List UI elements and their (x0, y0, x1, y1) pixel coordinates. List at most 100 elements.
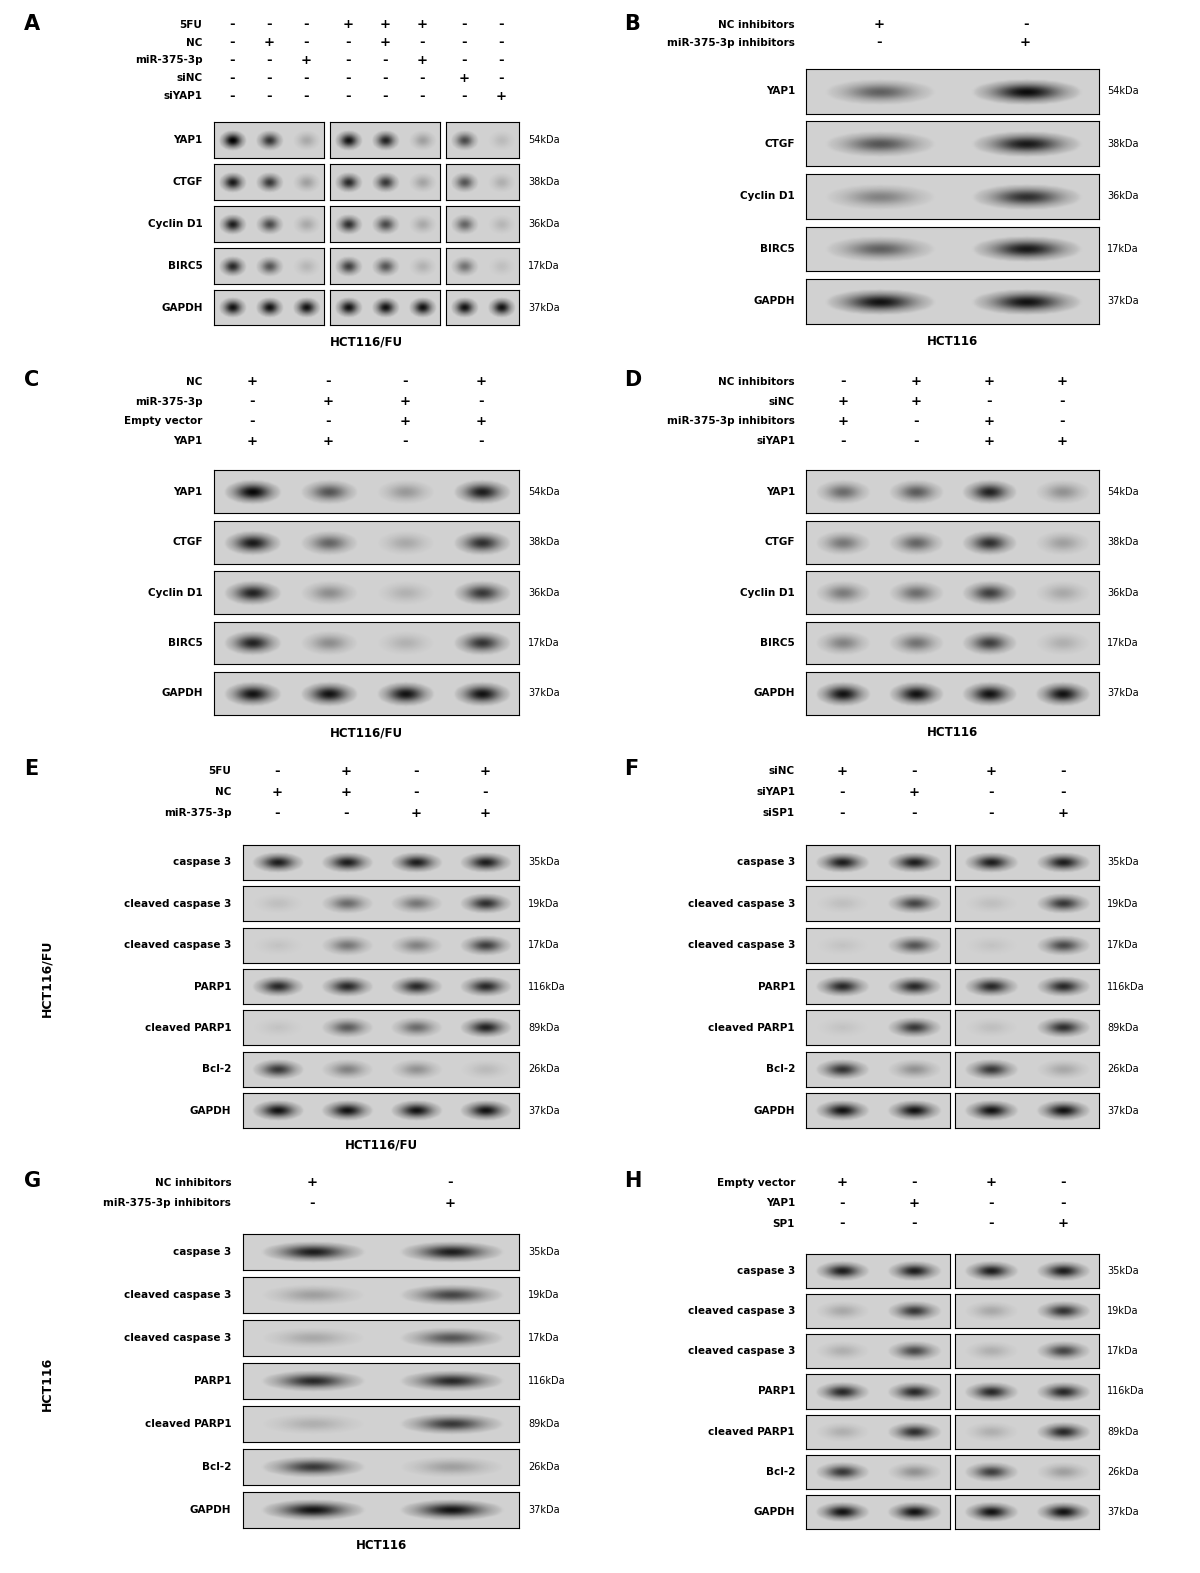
Text: PARP1: PARP1 (194, 982, 232, 991)
Text: cleaved caspase 3: cleaved caspase 3 (688, 1306, 796, 1317)
Text: -: - (346, 90, 352, 102)
Text: 37kDa: 37kDa (1108, 1106, 1139, 1115)
Text: -: - (250, 395, 256, 407)
Text: E: E (24, 760, 38, 779)
Text: +: + (306, 1177, 318, 1189)
Text: HCT116/FU: HCT116/FU (344, 1139, 418, 1151)
Text: cleaved caspase 3: cleaved caspase 3 (688, 898, 796, 909)
Text: G: G (24, 1170, 41, 1191)
Text: CTGF: CTGF (764, 138, 796, 149)
Text: +: + (874, 19, 884, 31)
Text: GAPDH: GAPDH (754, 296, 796, 307)
Text: +: + (475, 376, 487, 389)
Text: -: - (462, 90, 467, 102)
Text: +: + (984, 376, 995, 389)
Text: +: + (400, 395, 410, 407)
Text: +: + (247, 376, 258, 389)
Text: -: - (462, 19, 467, 31)
Text: -: - (266, 72, 272, 85)
Text: +: + (341, 764, 352, 777)
Text: -: - (343, 807, 349, 820)
Text: NC: NC (215, 788, 232, 798)
Text: GAPDH: GAPDH (190, 1505, 232, 1515)
Text: cleaved PARP1: cleaved PARP1 (145, 1419, 232, 1428)
Text: F: F (624, 760, 638, 779)
Text: caspase 3: caspase 3 (737, 1266, 796, 1276)
Text: CTGF: CTGF (764, 538, 796, 547)
Text: miR-375-3p: miR-375-3p (163, 809, 232, 818)
Text: CTGF: CTGF (172, 538, 203, 547)
Text: -: - (913, 415, 919, 428)
Text: +: + (272, 786, 283, 799)
Text: -: - (911, 764, 917, 777)
Text: PARP1: PARP1 (194, 1376, 232, 1386)
Text: caspase 3: caspase 3 (173, 1247, 232, 1257)
Text: -: - (266, 53, 272, 68)
Text: -: - (1022, 19, 1028, 31)
Text: -: - (989, 1197, 994, 1210)
Text: 36kDa: 36kDa (528, 219, 559, 230)
Text: +: + (379, 19, 390, 31)
Text: +: + (1057, 1218, 1068, 1230)
Text: +: + (458, 72, 469, 85)
Text: cleaved caspase 3: cleaved caspase 3 (124, 941, 232, 950)
Text: Bcl-2: Bcl-2 (766, 1466, 796, 1477)
Text: -: - (989, 807, 994, 820)
Text: cleaved PARP1: cleaved PARP1 (708, 1022, 796, 1033)
Text: +: + (341, 786, 352, 799)
Text: -: - (275, 764, 281, 777)
Text: 38kDa: 38kDa (528, 178, 559, 187)
Text: -: - (498, 53, 504, 68)
Text: PARP1: PARP1 (757, 1386, 796, 1397)
Text: miR-375-3p: miR-375-3p (134, 396, 203, 406)
Text: cleaved caspase 3: cleaved caspase 3 (124, 898, 232, 909)
Text: GAPDH: GAPDH (161, 689, 203, 698)
Text: -: - (462, 53, 467, 68)
Text: siSP1: siSP1 (763, 809, 796, 818)
Text: NC: NC (186, 38, 203, 47)
Text: Bcl-2: Bcl-2 (766, 1065, 796, 1074)
Text: +: + (410, 807, 421, 820)
Text: -: - (839, 1218, 845, 1230)
Text: 26kDa: 26kDa (528, 1065, 559, 1074)
Text: YAP1: YAP1 (173, 488, 203, 497)
Text: HCT116: HCT116 (355, 1538, 407, 1553)
Text: -: - (304, 72, 308, 85)
Text: -: - (229, 53, 235, 68)
Text: +: + (984, 434, 995, 448)
Text: -: - (479, 395, 484, 407)
Text: GAPDH: GAPDH (754, 1106, 796, 1115)
Text: -: - (275, 807, 281, 820)
Text: Cyclin D1: Cyclin D1 (740, 588, 796, 598)
Text: YAP1: YAP1 (766, 488, 796, 497)
Text: 36kDa: 36kDa (1108, 588, 1139, 598)
Text: +: + (300, 53, 311, 68)
Text: -: - (325, 376, 331, 389)
Text: GAPDH: GAPDH (754, 689, 796, 698)
Text: siNC: siNC (769, 766, 796, 775)
Text: +: + (416, 53, 427, 68)
Text: +: + (323, 395, 334, 407)
Text: +: + (1057, 434, 1068, 448)
Text: -: - (911, 1177, 917, 1189)
Text: BIRC5: BIRC5 (168, 639, 203, 648)
Text: 54kDa: 54kDa (528, 135, 559, 145)
Text: -: - (498, 36, 504, 49)
Text: 26kDa: 26kDa (1108, 1466, 1139, 1477)
Text: 19kDa: 19kDa (528, 898, 559, 909)
Text: +: + (1057, 807, 1068, 820)
Text: 89kDa: 89kDa (1108, 1022, 1139, 1033)
Text: -: - (498, 72, 504, 85)
Text: -: - (448, 1177, 454, 1189)
Text: -: - (498, 19, 504, 31)
Text: 36kDa: 36kDa (1108, 192, 1139, 201)
Text: -: - (479, 434, 484, 448)
Text: 116kDa: 116kDa (528, 1376, 565, 1386)
Text: -: - (346, 36, 352, 49)
Text: -: - (402, 376, 408, 389)
Text: Empty vector: Empty vector (716, 1178, 796, 1188)
Text: -: - (1060, 415, 1064, 428)
Text: YAP1: YAP1 (766, 87, 796, 96)
Text: YAP1: YAP1 (173, 436, 203, 447)
Text: -: - (911, 807, 917, 820)
